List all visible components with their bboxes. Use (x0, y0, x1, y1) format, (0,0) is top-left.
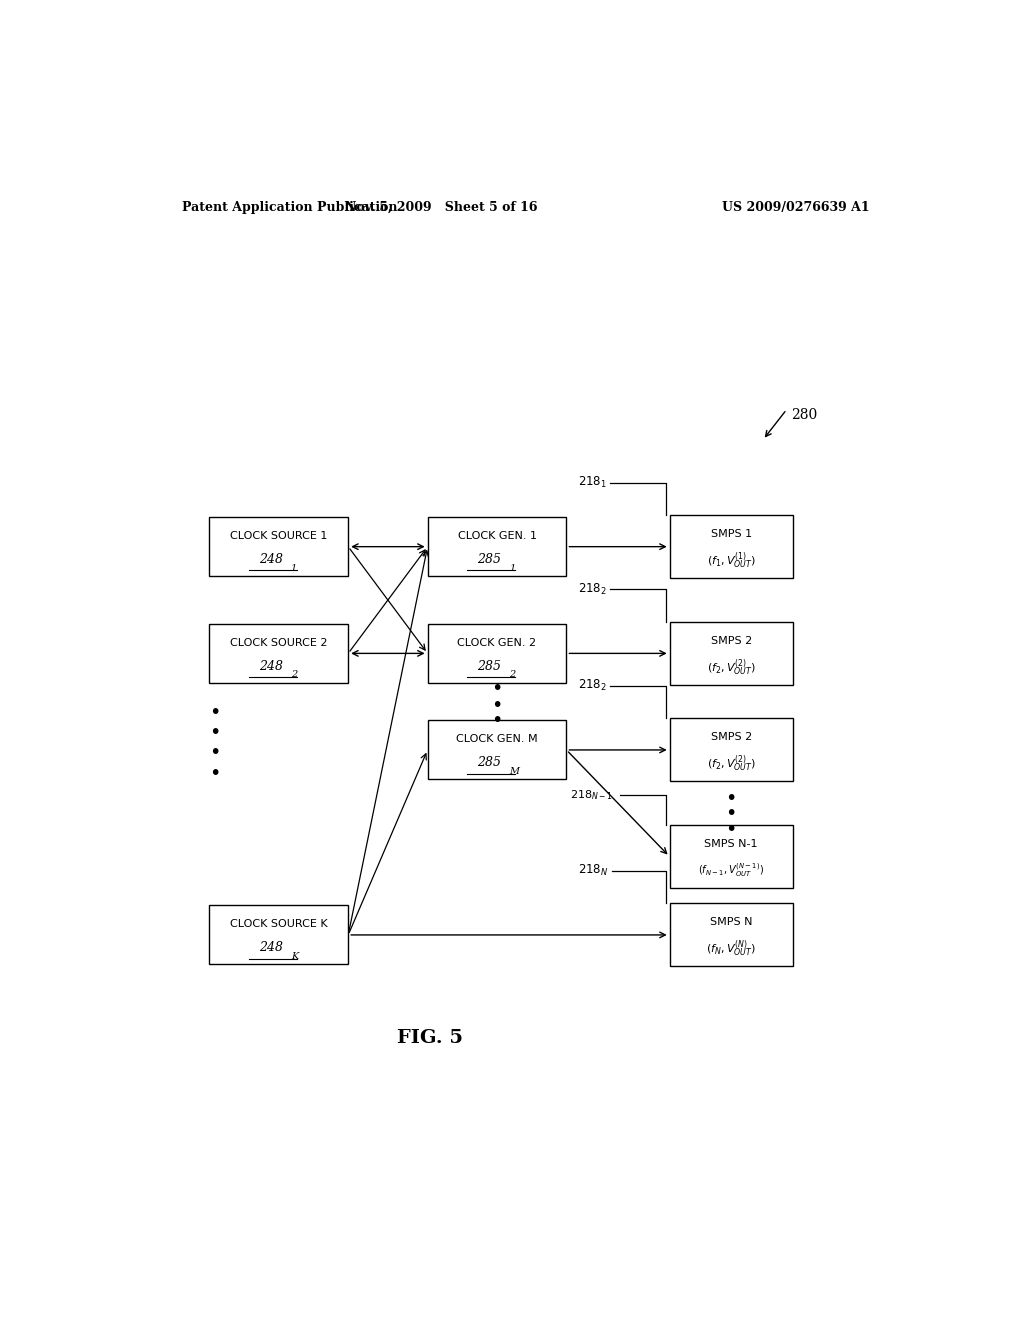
Text: CLOCK GEN. 1: CLOCK GEN. 1 (458, 531, 537, 541)
Text: •: • (725, 804, 737, 824)
Text: FIG. 5: FIG. 5 (396, 1028, 463, 1047)
Text: •: • (725, 789, 737, 808)
Text: 1: 1 (291, 564, 297, 573)
Text: 248: 248 (259, 660, 283, 673)
Text: $218_2$: $218_2$ (579, 678, 607, 693)
Text: •: • (210, 702, 221, 722)
Text: 248: 248 (259, 941, 283, 954)
Text: $(f_N, V_{OUT}^{(N)})$: $(f_N, V_{OUT}^{(N)})$ (707, 939, 756, 960)
Text: SMPS N-1: SMPS N-1 (705, 840, 758, 849)
Bar (670, 622, 793, 685)
Bar (670, 825, 793, 888)
Text: 2: 2 (509, 671, 515, 680)
Text: •: • (492, 711, 503, 730)
Bar (428, 517, 566, 576)
Text: $(f_2, V_{OUT}^{(2)})$: $(f_2, V_{OUT}^{(2)})$ (707, 657, 756, 677)
Text: K: K (291, 952, 298, 961)
Text: $(f_1, V_{OUT}^{(1)})$: $(f_1, V_{OUT}^{(1)})$ (707, 550, 756, 572)
Text: $(f_2, V_{OUT}^{(2)})$: $(f_2, V_{OUT}^{(2)})$ (707, 754, 756, 775)
Text: CLOCK SOURCE 1: CLOCK SOURCE 1 (230, 531, 328, 541)
Text: •: • (492, 696, 503, 714)
Bar (428, 624, 566, 682)
Text: CLOCK SOURCE 2: CLOCK SOURCE 2 (230, 638, 328, 648)
Bar (670, 718, 793, 781)
Text: 285: 285 (477, 660, 501, 673)
Text: CLOCK GEN. 2: CLOCK GEN. 2 (458, 638, 537, 648)
Text: CLOCK GEN. M: CLOCK GEN. M (457, 734, 538, 744)
Text: •: • (210, 743, 221, 763)
Text: 285: 285 (477, 756, 501, 770)
Bar (209, 624, 348, 682)
Text: Nov. 5, 2009   Sheet 5 of 16: Nov. 5, 2009 Sheet 5 of 16 (345, 201, 538, 214)
Text: 1: 1 (509, 564, 515, 573)
Text: •: • (492, 680, 503, 698)
Text: $(f_{N-1}, V_{OUT}^{(N-1)})$: $(f_{N-1}, V_{OUT}^{(N-1)})$ (698, 862, 764, 879)
Text: $218_2$: $218_2$ (579, 582, 607, 597)
Text: SMPS 1: SMPS 1 (711, 529, 752, 539)
Text: •: • (210, 723, 221, 742)
Text: 280: 280 (791, 408, 817, 421)
Text: 2: 2 (291, 671, 297, 680)
Text: SMPS 2: SMPS 2 (711, 636, 752, 645)
Text: 285: 285 (477, 553, 501, 566)
Text: •: • (210, 764, 221, 783)
Text: Patent Application Publication: Patent Application Publication (182, 201, 397, 214)
Text: CLOCK SOURCE K: CLOCK SOURCE K (230, 919, 328, 929)
Bar (209, 517, 348, 576)
Text: $218_1$: $218_1$ (579, 475, 607, 490)
Text: M: M (509, 767, 519, 776)
Bar (670, 903, 793, 966)
Bar (670, 515, 793, 578)
Text: US 2009/0276639 A1: US 2009/0276639 A1 (722, 201, 870, 214)
Text: SMPS 2: SMPS 2 (711, 733, 752, 742)
Text: •: • (725, 820, 737, 838)
Bar (209, 906, 348, 965)
Text: 248: 248 (259, 553, 283, 566)
Text: $218_{N-1}$: $218_{N-1}$ (570, 788, 613, 801)
Text: $218_N$: $218_N$ (579, 863, 609, 878)
Text: SMPS N: SMPS N (710, 917, 753, 928)
Bar (428, 721, 566, 779)
